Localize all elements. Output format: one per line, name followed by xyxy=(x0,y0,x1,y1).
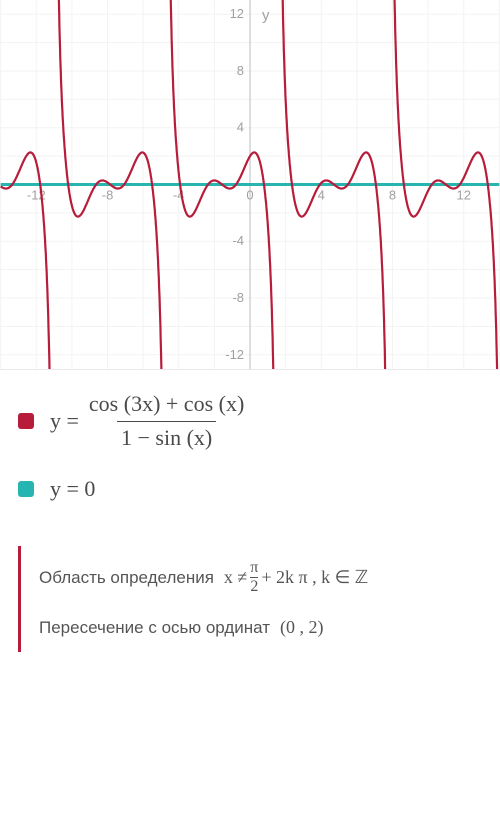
domain-row: Область определения x ≠ π 2 + 2k π , k ∈… xyxy=(39,560,482,595)
svg-text:4: 4 xyxy=(237,120,244,135)
equation-2: y = 0 xyxy=(18,476,482,502)
eq1-numerator: cos (3x) + cos (x) xyxy=(85,390,248,421)
domain-label: Область определения xyxy=(39,568,214,588)
svg-text:4: 4 xyxy=(318,187,325,202)
eq1-fraction: cos (3x) + cos (x) 1 − sin (x) xyxy=(85,390,248,452)
svg-text:-12: -12 xyxy=(225,347,244,362)
chart-plot-area: -12-8-404812-12-8-44812y xyxy=(0,0,500,370)
svg-text:-8: -8 xyxy=(232,290,244,305)
equations-legend: y = cos (3x) + cos (x) 1 − sin (x) y = 0 xyxy=(0,370,500,536)
domain-expression: x ≠ π 2 + 2k π , k ∈ ℤ xyxy=(224,560,368,595)
svg-text:0: 0 xyxy=(246,187,253,202)
intercept-label: Пересечение с осью ординат xyxy=(39,618,270,638)
svg-text:8: 8 xyxy=(389,187,396,202)
svg-text:8: 8 xyxy=(237,63,244,78)
eq1-denominator: 1 − sin (x) xyxy=(117,421,216,453)
swatch-curve2 xyxy=(18,481,34,497)
equation-1: y = cos (3x) + cos (x) 1 − sin (x) xyxy=(18,390,482,452)
info-block: Область определения x ≠ π 2 + 2k π , k ∈… xyxy=(18,546,482,652)
svg-text:12: 12 xyxy=(230,6,244,21)
svg-text:12: 12 xyxy=(456,187,470,202)
svg-text:y: y xyxy=(262,7,270,24)
domain-fraction: π 2 xyxy=(250,560,258,595)
svg-text:-4: -4 xyxy=(232,233,244,248)
eq1-prefix: y = xyxy=(50,408,79,434)
swatch-curve1 xyxy=(18,413,34,429)
svg-text:-8: -8 xyxy=(102,187,114,202)
intercept-row: Пересечение с осью ординат (0 , 2) xyxy=(39,617,482,638)
intercept-value: (0 , 2) xyxy=(280,617,324,638)
chart-svg: -12-8-404812-12-8-44812y xyxy=(0,0,500,369)
equation-1-text: y = cos (3x) + cos (x) 1 − sin (x) xyxy=(50,390,248,452)
equation-2-text: y = 0 xyxy=(50,476,95,502)
